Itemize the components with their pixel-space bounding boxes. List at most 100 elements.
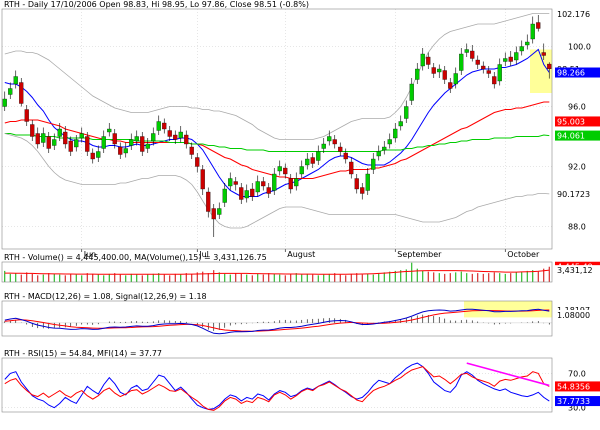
candle-body [365,173,370,191]
candle-body [299,166,304,175]
candle-body [448,82,453,89]
candle-body [310,157,315,164]
candle-body [19,82,24,104]
candle-body [123,148,128,154]
candle-body [486,70,491,74]
rsi-panel-title: RTH - RSI(15) = 54.84, MFI(14) = 37.77 [4,349,162,358]
macd-line [4,308,550,335]
candle-body [376,151,381,157]
candle-body [547,63,552,70]
price-value-tag: 95.003 [557,117,585,126]
candle-body [129,139,134,146]
chart-marks: Jun Jul August September October 88.0 92.0 96.0… [1,8,600,413]
candle-body [250,188,255,197]
candle-body [492,76,497,85]
candle-body [349,161,354,175]
candle-body [475,59,480,65]
volume-panel-frame [1,261,553,283]
volume-value-tag-bg [555,265,600,276]
rsi-y-tick-label: 70.0 [568,369,586,378]
candle-body [530,23,535,40]
candle-body [239,187,244,200]
candle-body [294,178,299,187]
macd-panel-title: RTH - MACD(12,26) = 1.08, Signal(12,26,9… [4,292,207,301]
price-value-tag-bg [555,130,600,141]
candle-body [2,98,7,107]
candle-body [41,133,46,143]
candle-body [222,188,227,203]
candle-body [200,169,205,190]
candle-body [101,136,106,149]
mfi-line [4,362,550,410]
price-value-tag: 102.176 [557,10,590,19]
candle-body [497,64,502,82]
candle-body [343,152,348,160]
candle-body [173,134,178,140]
candle-body [332,139,337,145]
y-tick-label: 96.0 [568,103,586,112]
candle-body [514,52,519,61]
candle-body [211,208,216,220]
price-panel-title: RTH - Daily 17/10/2006 Open 98.83, Hi 98… [4,0,309,9]
candle-body [453,73,458,85]
price-value-tag-bg [555,188,600,199]
candle-body [321,143,326,149]
volume-panel-title: RTH - Volume() = 4,445,400.00, MA(Volume… [4,253,267,262]
candle-body [442,70,447,80]
price-value-tag: 90.1723 [557,190,590,199]
rsi-y-tick-label: 30.0 [568,404,586,413]
volume-ma-line [4,269,550,275]
candle-body [228,178,233,187]
candle-body [371,158,376,170]
candle-body [305,158,310,166]
candle-body [134,136,139,142]
price-line-bollinger_upper [4,13,550,140]
candle-body [46,136,51,149]
x-tick-label: Jun [83,250,97,259]
candle-body [503,58,508,62]
price-value-tag-bg [555,8,600,19]
candle-body [57,128,62,137]
candle-body [464,49,469,53]
candle-body [156,121,161,131]
candle-body [74,139,79,148]
price-value-tag-bg [555,67,600,78]
candle-body [178,131,183,139]
candle-body [536,22,541,29]
candle-body [426,56,431,65]
candle-body [354,178,359,190]
candle-body [398,121,403,127]
candle-body [470,50,475,59]
x-tick-label: August [287,250,315,259]
candle-body [85,136,90,152]
rsi-panel-frame [1,357,553,413]
x-tick-label: Jul [198,250,209,259]
candle-body [266,187,271,194]
y-tick-label: 88.0 [568,223,586,232]
candle-body [431,67,436,74]
rsi-trendline [466,362,550,387]
candle-body [360,187,365,194]
candle-body [409,83,414,101]
rsi-line [4,366,550,411]
candle-body [519,46,524,52]
candle-body [525,41,530,46]
rsi-value-tag: 54.8356 [557,382,590,391]
candle-body [288,178,293,190]
candle-body [387,139,392,145]
candle-body [206,191,211,212]
candle-body [52,139,57,146]
candle-body [30,124,35,137]
candle-body [112,133,117,145]
candle-body [277,166,282,172]
candle-body [415,68,420,80]
macd-value-tag-bg [555,304,600,315]
macd-panel-frame [1,300,553,337]
candle-body [35,133,40,145]
x-tick-label: October [507,250,540,259]
candle-body [145,143,150,149]
candle-body [217,208,222,215]
price-value-tag-bg [555,116,600,127]
candle-body [283,167,288,175]
